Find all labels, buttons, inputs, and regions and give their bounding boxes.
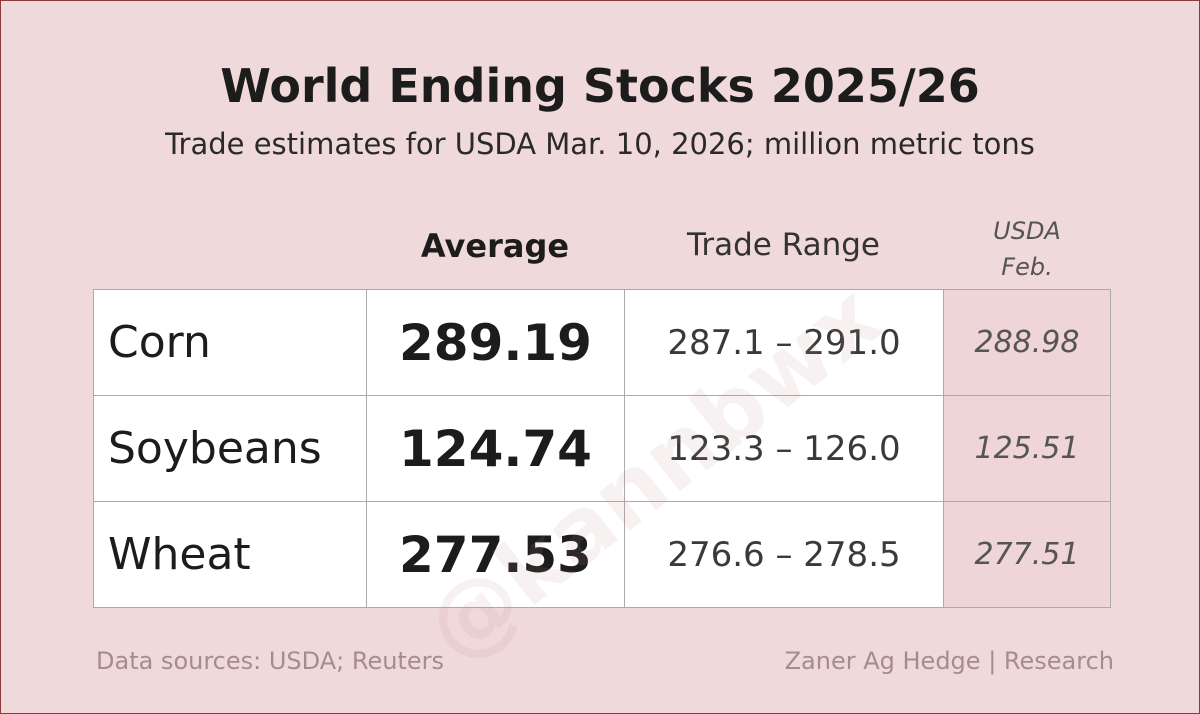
column-header: Average xyxy=(420,227,570,265)
row-label: Soybeans xyxy=(93,395,367,502)
column-header: Trade Range xyxy=(687,227,880,263)
cell: 277.51 xyxy=(943,501,1111,608)
source: Data sources: USDA; Reuters xyxy=(96,647,444,675)
column-header: USDA Feb. xyxy=(993,217,1061,281)
cell: 124.74 xyxy=(366,395,625,502)
cell: 287.1 – 291.0 xyxy=(624,289,944,396)
table-row: Soybeans 124.74 123.3 – 126.0 125.51 xyxy=(93,395,1111,502)
credit: Zaner Ag Hedge | Research xyxy=(784,647,1114,675)
cell: 289.19 xyxy=(366,289,625,396)
subtitle: Trade estimates for USDA Mar. 10, 2026; … xyxy=(165,127,1035,161)
table-row: Wheat 277.53 276.6 – 278.5 277.51 xyxy=(93,501,1111,608)
table-row: Corn 289.19 287.1 – 291.0 288.98 xyxy=(93,289,1111,396)
cell: 288.98 xyxy=(943,289,1111,396)
row-label: Corn xyxy=(93,289,367,396)
cell: 276.6 – 278.5 xyxy=(624,501,944,608)
cell: 277.53 xyxy=(366,501,625,608)
cell: 125.51 xyxy=(943,395,1111,502)
table: Corn 289.19 287.1 – 291.0 288.98 Soybeans 124… xyxy=(93,289,1111,608)
cell: 123.3 – 126.0 xyxy=(624,395,944,502)
row-label: Wheat xyxy=(93,501,367,608)
title: World Ending Stocks 2025/26 xyxy=(220,59,980,113)
